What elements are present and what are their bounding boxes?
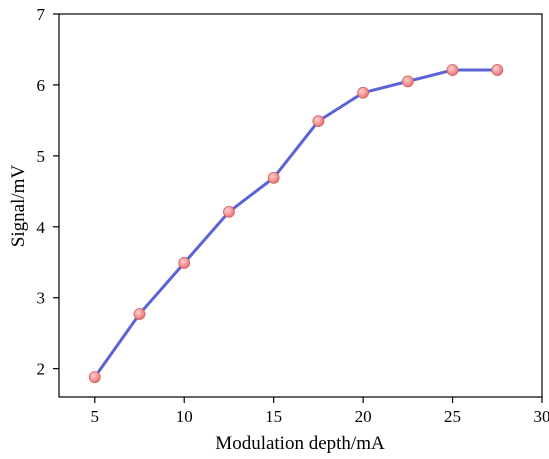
- y-tick-label: 5: [37, 147, 46, 166]
- series-layer: [88, 64, 504, 384]
- y-tick-label: 2: [37, 360, 46, 379]
- axis-ticks: [53, 13, 543, 403]
- x-tick-label: 30: [534, 407, 549, 426]
- plot-frame: [58, 13, 543, 398]
- data-point: [267, 171, 280, 184]
- x-tick-label: 15: [265, 407, 282, 426]
- y-tick-label: 3: [37, 289, 46, 308]
- data-point: [178, 257, 191, 269]
- data-point: [491, 64, 504, 76]
- data-point: [88, 371, 101, 384]
- data-point: [357, 86, 370, 99]
- y-axis-label: Signal/mV: [8, 165, 29, 248]
- data-point: [312, 115, 325, 127]
- x-tick-label: 5: [91, 407, 100, 426]
- x-axis-label: Modulation depth/mA: [215, 433, 385, 454]
- series-line-0: [93, 68, 499, 379]
- y-tick-label: 4: [37, 218, 46, 237]
- x-tick-labels: 5 10 15 20 25 30: [91, 407, 549, 426]
- x-tick-label: 10: [176, 407, 193, 426]
- y-tick-label: 7: [37, 5, 46, 24]
- x-tick-label: 25: [444, 407, 461, 426]
- data-point: [401, 75, 414, 88]
- data-point: [223, 205, 235, 218]
- data-point: [133, 308, 146, 320]
- x-tick-label: 20: [355, 407, 372, 426]
- y-tick-label: 6: [37, 76, 46, 95]
- y-tick-labels: 2 3 4 5 6 7: [37, 5, 46, 379]
- data-point: [446, 64, 459, 76]
